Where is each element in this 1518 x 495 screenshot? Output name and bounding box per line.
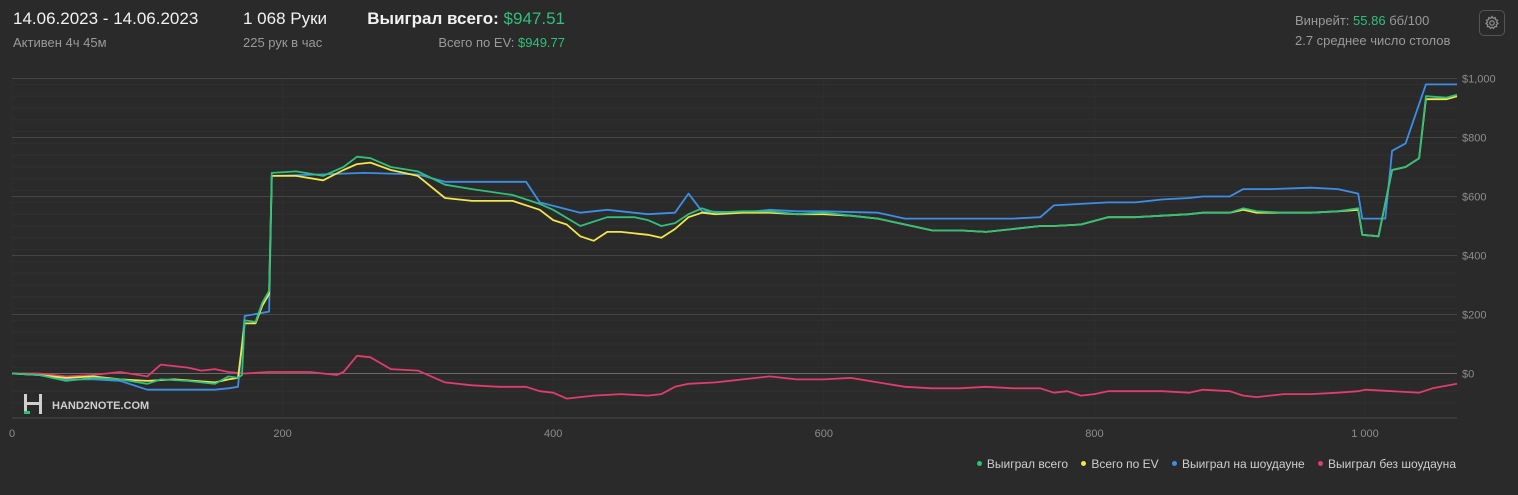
legend-label: Выиграл без шоудауна (1328, 457, 1456, 471)
x-tick-label: 400 (544, 428, 562, 440)
legend-label: Всего по EV (1091, 457, 1159, 471)
hand2note-logo-icon (24, 394, 42, 414)
settings-button[interactable] (1479, 10, 1505, 36)
major-grid (12, 78, 1457, 419)
hand2note-watermark: HAND2NOTE.COM (24, 394, 149, 414)
legend-label: Выиграл на шоудауне (1182, 457, 1305, 471)
minor-grid (11, 78, 1457, 418)
session-block: 14.06.2023 - 14.06.2023 Активен 4ч 45м (13, 9, 198, 50)
y-tick-label: $200 (1462, 310, 1486, 322)
winrate-value: 55.86 (1353, 13, 1386, 28)
series-won-total (11, 93, 1458, 385)
legend-item-won-total[interactable]: Выиграл всего (976, 457, 1069, 471)
legend-label: Выиграл всего (986, 457, 1069, 471)
hands-per-hour: 225 рук в час (243, 35, 323, 50)
x-tick-label: 600 (815, 428, 833, 440)
won-total-value: $947.51 (503, 9, 565, 28)
y-tick-label: $0 (1462, 369, 1474, 381)
legend-item-showdown[interactable]: Выиграл на шоудауне (1172, 457, 1305, 471)
x-tick-label: 1 000 (1351, 428, 1379, 440)
winrate-unit: бб/100 (1389, 13, 1430, 28)
ev-total-label: Всего по EV: (438, 35, 515, 50)
winrate-label: Винрейт: (1295, 13, 1350, 28)
y-axis-ticks: $1,000 $800 $600 $400 $200 $0 (1462, 74, 1496, 381)
hands-block: 1 068 Руки 225 рук в час (243, 9, 327, 50)
y-tick-label: $600 (1462, 192, 1486, 204)
active-time: Активен 4ч 45м (13, 35, 107, 50)
x-tick-label: 0 (9, 428, 15, 440)
x-axis-ticks: 0 200 400 600 800 1 000 (9, 428, 1379, 440)
won-total-label: Выиграл всего: (367, 9, 499, 28)
avg-tables: 2.7 среднее число столов (1295, 33, 1451, 48)
winnings-block: Выиграл всего: $947.51 Всего по EV: $949… (360, 9, 565, 50)
legend-dot (1172, 461, 1178, 467)
stats-header: 14.06.2023 - 14.06.2023 Активен 4ч 45м 1… (0, 0, 1518, 60)
winrate-block: Винрейт: 55.86 бб/100 2.7 среднее число … (1295, 13, 1450, 48)
date-range: 14.06.2023 - 14.06.2023 (13, 9, 199, 28)
series-layer (11, 83, 1458, 400)
legend-dot (1081, 461, 1087, 467)
x-tick-label: 200 (273, 428, 291, 440)
legend-dot (1318, 461, 1323, 467)
series-non-showdown (12, 354, 1458, 400)
legend-item-ev[interactable]: Всего по EV (1081, 457, 1159, 471)
ev-total-value: $949.77 (518, 35, 565, 50)
legend-item-non-showdown[interactable]: Выиграл без шоудауна (1318, 457, 1456, 471)
winnings-chart: $1,000 $800 $600 $400 $200 $0 0 200 400 600 800 1 … (9, 74, 1496, 441)
watermark-text: HAND2NOTE.COM (52, 400, 149, 412)
y-tick-label: $800 (1462, 133, 1486, 145)
hands-count: 1 068 Руки (243, 9, 328, 28)
y-tick-label: $1,000 (1462, 74, 1496, 86)
x-tick-label: 800 (1085, 428, 1103, 440)
series-ev (11, 95, 1458, 384)
gear-icon (1484, 15, 1500, 30)
y-tick-label: $400 (1462, 251, 1486, 263)
chart-legend: Выиграл всего Всего по EV Выиграл на шоу… (967, 457, 1456, 471)
legend-dot (976, 461, 982, 467)
